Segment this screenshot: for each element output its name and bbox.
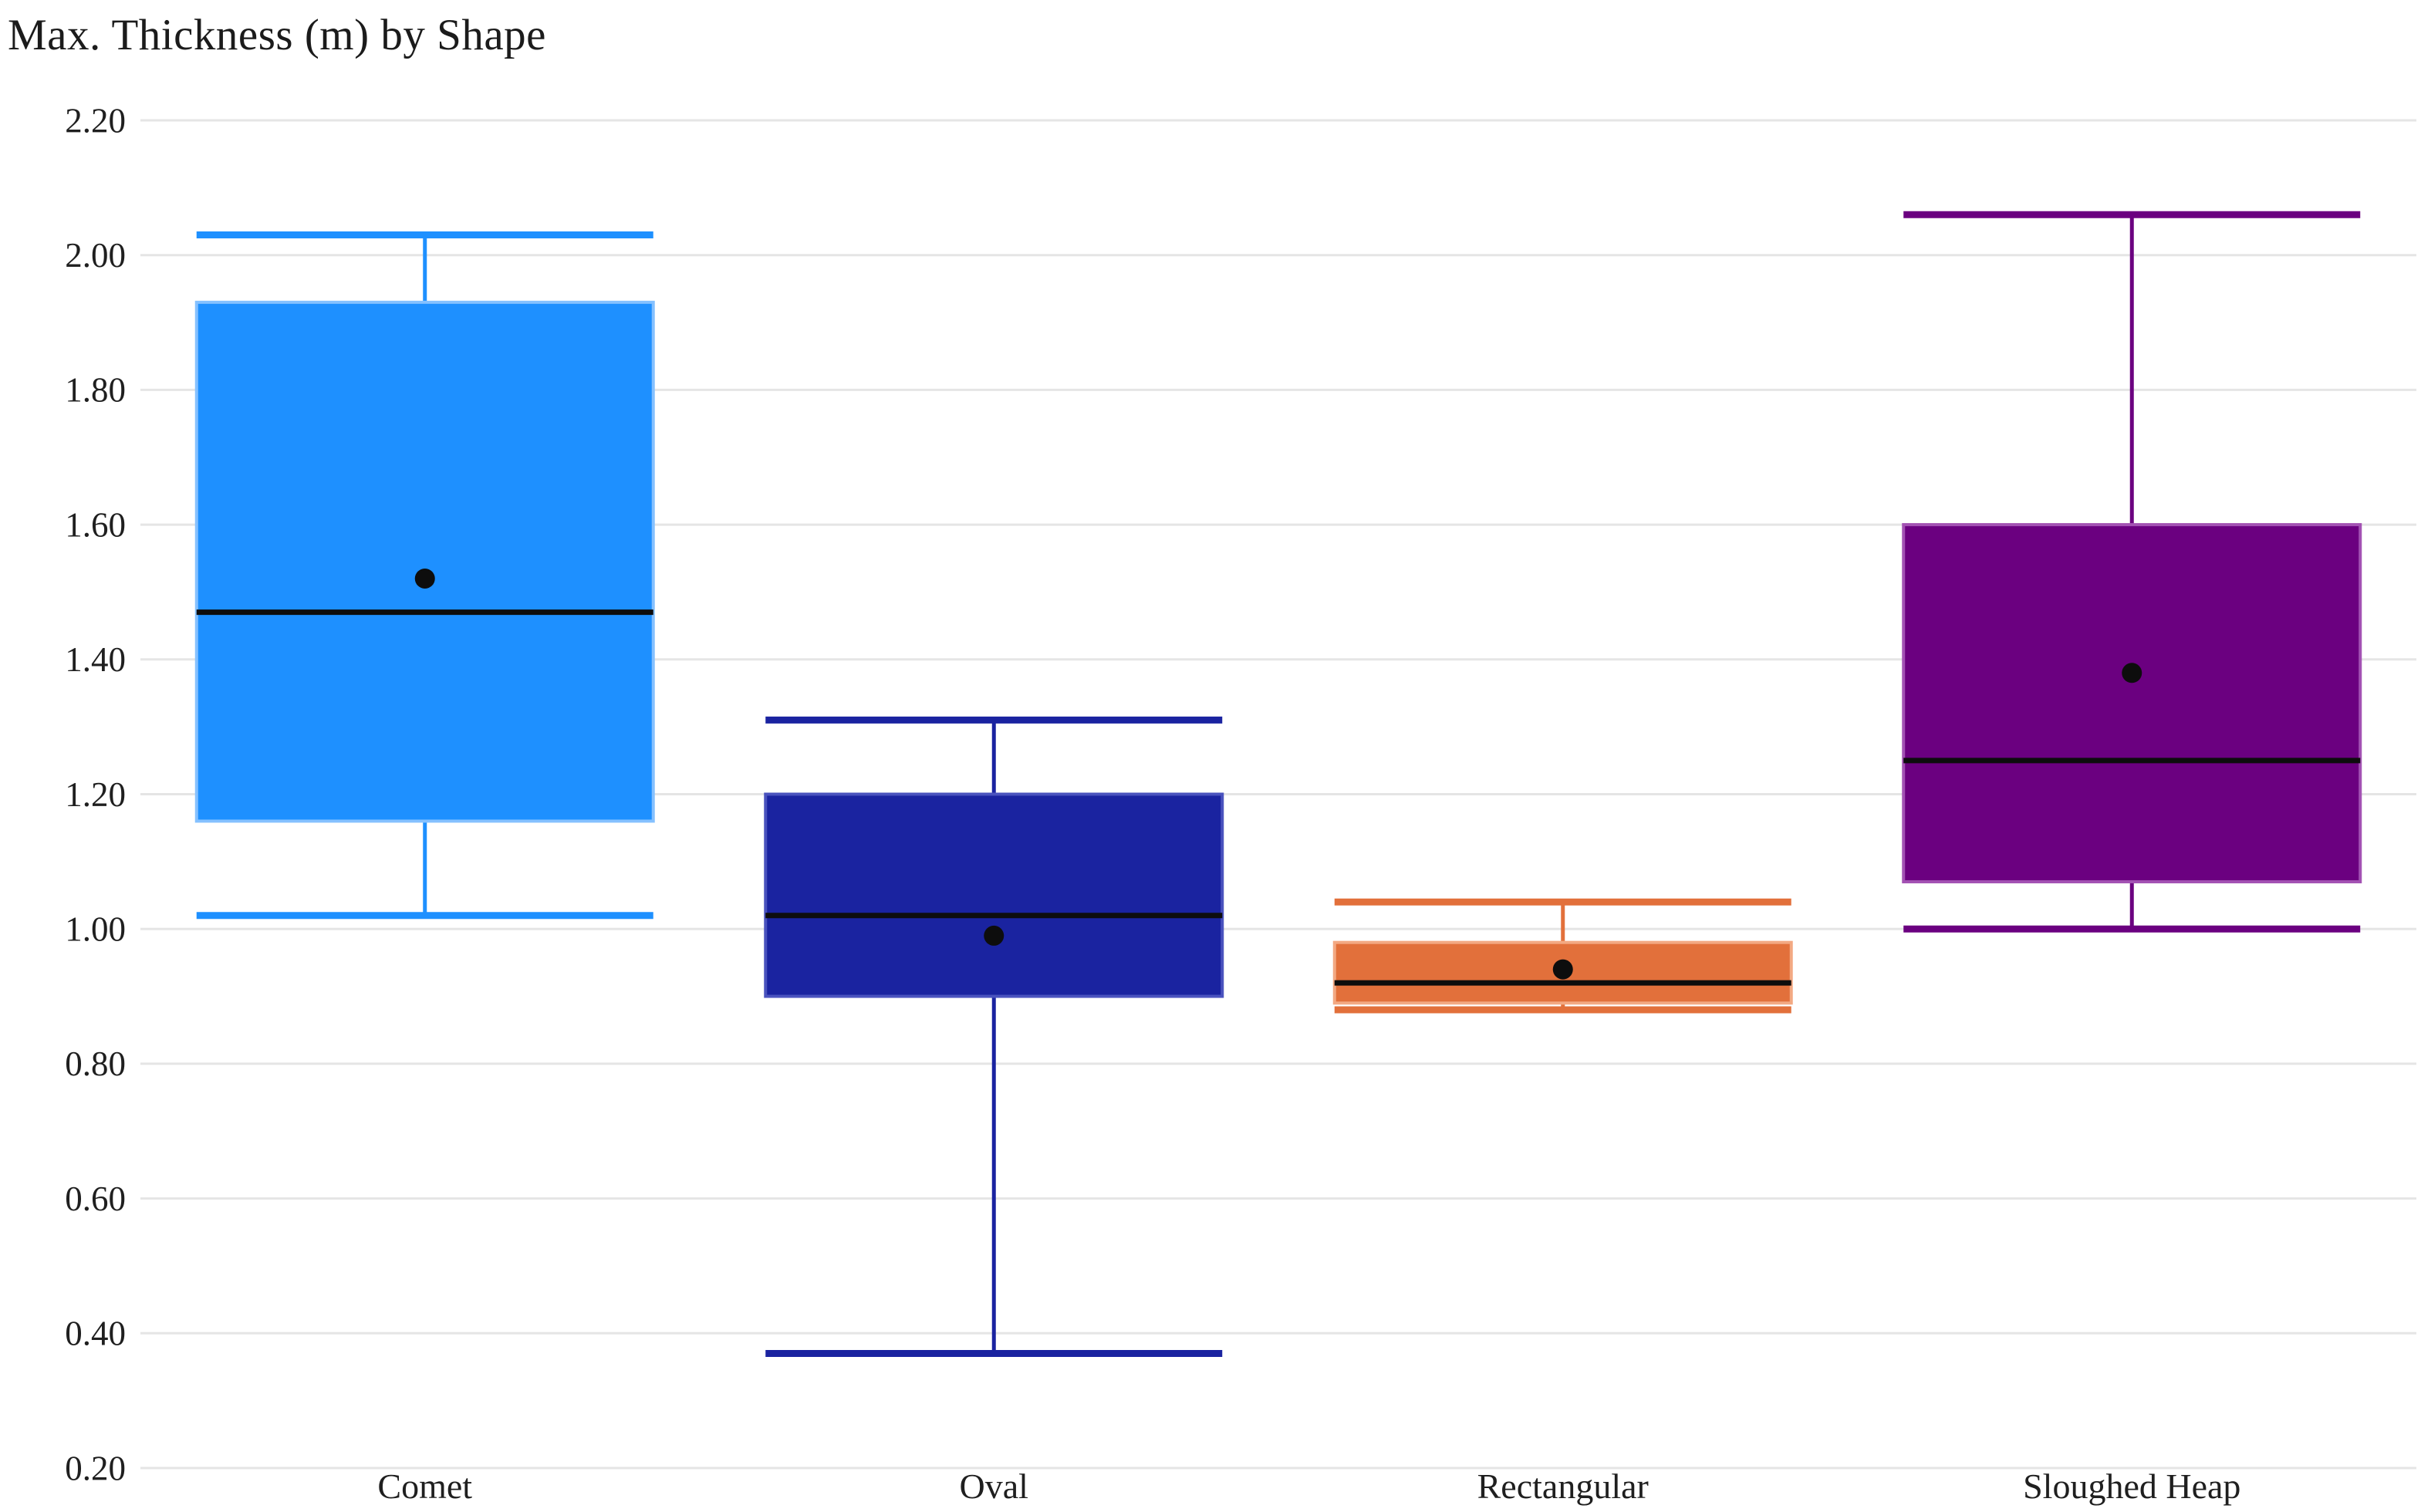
x-tick-label-sloughed-heap: Sloughed Heap <box>2023 1466 2240 1506</box>
x-tick-label-comet: Comet <box>377 1466 472 1506</box>
y-tick-label: 2.20 <box>65 101 126 140</box>
y-tick-label: 0.20 <box>65 1449 126 1487</box>
chart-title: Max. Thickness (m) by Shape <box>8 11 546 59</box>
y-tick-label: 0.40 <box>65 1315 126 1353</box>
x-tick-label-rectangular: Rectangular <box>1477 1466 1649 1506</box>
y-tick-label: 0.80 <box>65 1045 126 1083</box>
y-tick-label: 1.80 <box>65 371 126 410</box>
y-tick-label: 1.40 <box>65 640 126 679</box>
y-tick-label: 1.60 <box>65 505 126 544</box>
mean-dot <box>984 925 1005 946</box>
mean-dot <box>2122 663 2142 683</box>
y-tick-label: 2.00 <box>65 236 126 275</box>
box-comet <box>194 300 655 823</box>
box-sloughed-heap <box>1902 523 2362 884</box>
y-tick-label: 0.60 <box>65 1180 126 1218</box>
y-tick-label: 1.20 <box>65 775 126 814</box>
mean-dot <box>1552 959 1573 980</box>
mean-dot <box>414 568 435 589</box>
box-oval <box>764 792 1224 998</box>
x-tick-label-oval: Oval <box>960 1466 1028 1506</box>
y-tick-label: 1.00 <box>65 910 126 949</box>
